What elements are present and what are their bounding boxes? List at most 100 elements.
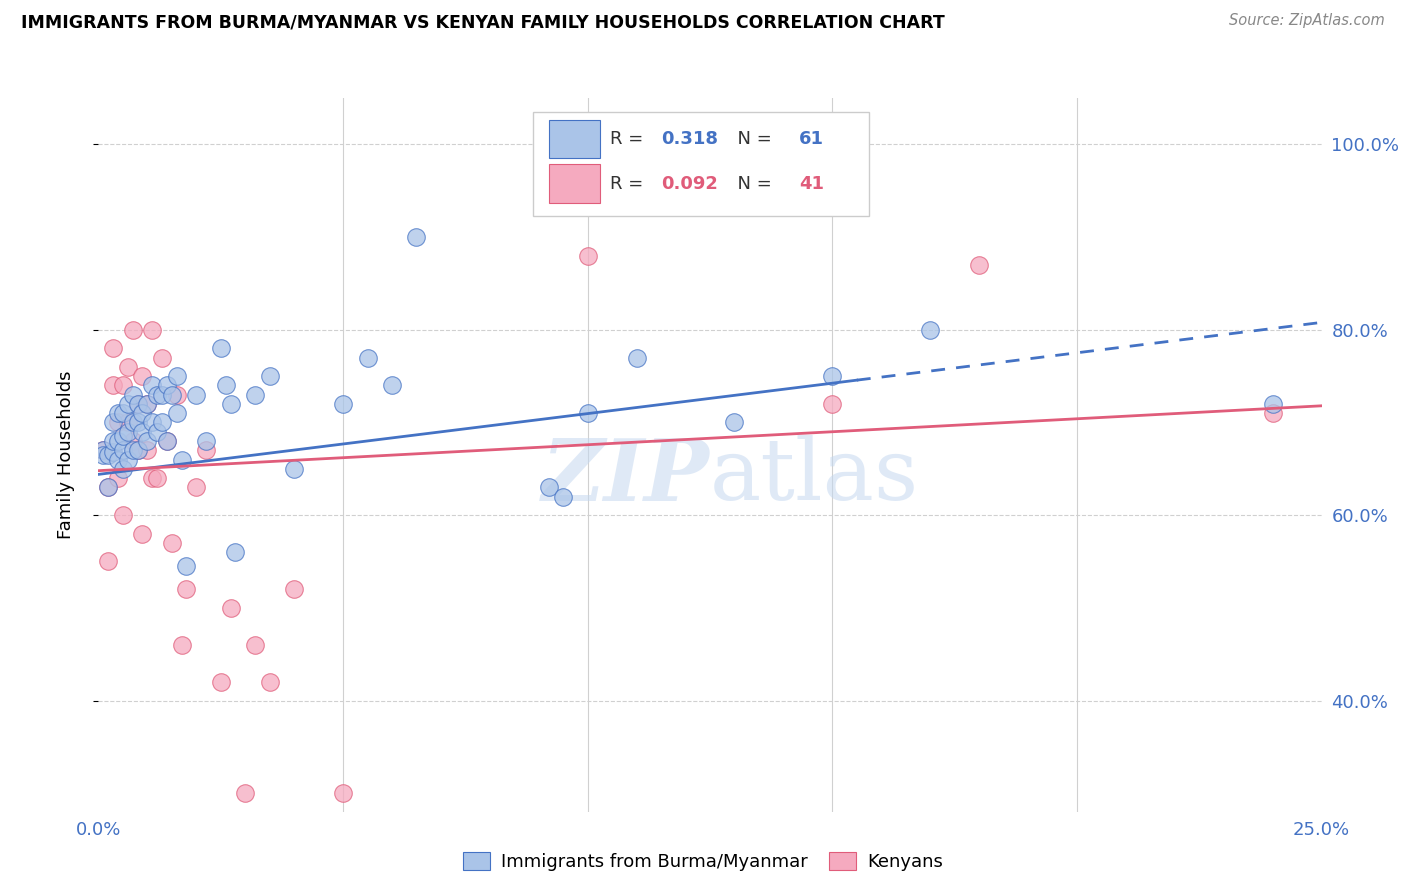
Text: Source: ZipAtlas.com: Source: ZipAtlas.com bbox=[1229, 13, 1385, 29]
Y-axis label: Family Households: Family Households bbox=[56, 371, 75, 539]
Point bbox=[101, 378, 124, 392]
FancyBboxPatch shape bbox=[533, 112, 869, 216]
Point bbox=[553, 490, 575, 504]
Point bbox=[170, 452, 193, 467]
Point bbox=[821, 369, 844, 384]
Point bbox=[576, 406, 599, 420]
Point bbox=[723, 416, 745, 430]
Point bbox=[141, 416, 163, 430]
Point bbox=[356, 351, 378, 365]
Point bbox=[176, 559, 198, 574]
Text: atlas: atlas bbox=[710, 434, 920, 518]
Point bbox=[127, 397, 149, 411]
Text: ZIP: ZIP bbox=[543, 434, 710, 518]
Point bbox=[150, 416, 173, 430]
Point bbox=[146, 387, 169, 401]
Point bbox=[160, 536, 183, 550]
Point bbox=[127, 397, 149, 411]
Point bbox=[186, 387, 208, 401]
Point bbox=[91, 448, 114, 462]
Point bbox=[141, 378, 163, 392]
Point bbox=[405, 230, 427, 244]
Point bbox=[117, 416, 139, 430]
Point bbox=[219, 600, 242, 615]
Text: R =: R = bbox=[610, 130, 648, 148]
Point bbox=[91, 443, 114, 458]
Point bbox=[214, 378, 236, 392]
Point bbox=[283, 582, 305, 597]
Point bbox=[537, 480, 560, 494]
Point bbox=[117, 359, 139, 374]
Point bbox=[131, 406, 153, 420]
Point bbox=[160, 387, 183, 401]
Point bbox=[156, 434, 179, 448]
Point bbox=[332, 397, 354, 411]
Point bbox=[283, 462, 305, 476]
Point bbox=[97, 480, 120, 494]
Point bbox=[243, 387, 266, 401]
Point bbox=[111, 443, 134, 458]
Point bbox=[107, 416, 129, 430]
Point bbox=[821, 397, 844, 411]
Legend: Immigrants from Burma/Myanmar, Kenyans: Immigrants from Burma/Myanmar, Kenyans bbox=[456, 845, 950, 879]
Text: R =: R = bbox=[610, 175, 648, 193]
Point bbox=[97, 554, 120, 568]
Point bbox=[166, 406, 188, 420]
Point bbox=[107, 406, 129, 420]
Point bbox=[170, 638, 193, 652]
Point bbox=[127, 443, 149, 458]
Point bbox=[121, 416, 143, 430]
Point bbox=[121, 443, 143, 458]
Point bbox=[146, 425, 169, 439]
Point bbox=[176, 582, 198, 597]
Point bbox=[121, 323, 143, 337]
Point bbox=[233, 786, 256, 800]
Point bbox=[1261, 406, 1284, 420]
Point bbox=[136, 434, 159, 448]
Point bbox=[381, 378, 404, 392]
Point bbox=[166, 369, 188, 384]
Point bbox=[121, 387, 143, 401]
Point bbox=[117, 452, 139, 467]
Point bbox=[156, 378, 179, 392]
Point bbox=[920, 323, 942, 337]
Point bbox=[224, 545, 246, 559]
FancyBboxPatch shape bbox=[548, 120, 600, 158]
Point bbox=[107, 434, 129, 448]
Point bbox=[186, 480, 208, 494]
Point bbox=[146, 471, 169, 485]
Text: N =: N = bbox=[725, 130, 778, 148]
Text: 0.318: 0.318 bbox=[661, 130, 718, 148]
Point bbox=[195, 434, 218, 448]
FancyBboxPatch shape bbox=[548, 164, 600, 203]
Text: IMMIGRANTS FROM BURMA/MYANMAR VS KENYAN FAMILY HOUSEHOLDS CORRELATION CHART: IMMIGRANTS FROM BURMA/MYANMAR VS KENYAN … bbox=[21, 13, 945, 31]
Point bbox=[121, 434, 143, 448]
Point bbox=[101, 342, 124, 356]
Point bbox=[111, 508, 134, 523]
Point bbox=[136, 443, 159, 458]
Point bbox=[101, 445, 124, 459]
Point bbox=[97, 448, 120, 462]
Point bbox=[166, 387, 188, 401]
Point bbox=[219, 397, 242, 411]
Point bbox=[141, 471, 163, 485]
Point bbox=[576, 249, 599, 263]
Point bbox=[141, 323, 163, 337]
Point bbox=[332, 786, 354, 800]
Point bbox=[259, 675, 281, 690]
Point bbox=[209, 342, 232, 356]
Point bbox=[127, 416, 149, 430]
Text: N =: N = bbox=[725, 175, 778, 193]
Point bbox=[101, 416, 124, 430]
Point bbox=[91, 443, 114, 458]
Point bbox=[111, 429, 134, 443]
Point bbox=[111, 406, 134, 420]
Point bbox=[117, 425, 139, 439]
Point bbox=[107, 471, 129, 485]
Text: 41: 41 bbox=[800, 175, 824, 193]
Point bbox=[117, 397, 139, 411]
Point bbox=[243, 638, 266, 652]
Point bbox=[111, 462, 134, 476]
Point bbox=[150, 387, 173, 401]
Point bbox=[131, 526, 153, 541]
